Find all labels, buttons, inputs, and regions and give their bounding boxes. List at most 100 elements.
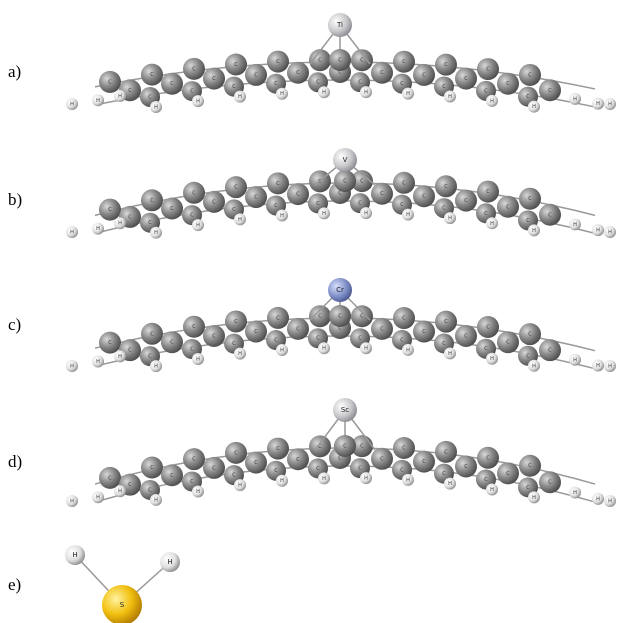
atom-label: H [608, 499, 612, 505]
atom-label: C [343, 444, 347, 450]
atom-label: S [120, 601, 125, 609]
atom-label: C [358, 466, 362, 472]
atom-label: C [192, 66, 196, 72]
atom-label: C [148, 354, 152, 360]
atom-label: C [234, 319, 238, 325]
atom-label: H [280, 213, 284, 219]
atom-label: H [196, 223, 200, 229]
atom-label: H [238, 351, 242, 357]
atom-label: C [150, 198, 154, 204]
atom-label: C [296, 457, 300, 463]
atom-label: C [486, 325, 490, 331]
atom-label: H [364, 346, 368, 352]
atom-label: C [402, 316, 406, 322]
atom-label: Ti [336, 21, 343, 29]
atom-label: C [444, 449, 448, 455]
atom-label: C [444, 62, 448, 68]
atom-label: H [608, 364, 612, 370]
bond [575, 85, 595, 89]
atom-label: C [338, 314, 342, 320]
atom-label: H [573, 490, 577, 496]
atom-label: C [422, 194, 426, 200]
atom-label: H [448, 94, 452, 100]
atom-label: H [573, 222, 577, 228]
atom-label: C [526, 218, 530, 224]
atom-label: H [70, 364, 74, 370]
atom-label: C [170, 340, 174, 346]
atom-label: H [448, 351, 452, 357]
atom-label: H [532, 228, 536, 234]
atom-label: C [526, 94, 530, 100]
atom-label: C [128, 348, 132, 354]
atom-label: C [274, 203, 278, 209]
atom-label: C [254, 329, 258, 335]
atom-label: C [486, 455, 490, 461]
atom-label: H [490, 221, 494, 227]
atom-label: H [167, 558, 172, 566]
atom-label: H [322, 211, 326, 217]
atom-label: C [232, 207, 236, 213]
atom-label: H [322, 476, 326, 482]
atom-label: H [322, 90, 326, 96]
atom-label: C [548, 212, 552, 218]
atom-label: C [316, 80, 320, 86]
atom-label: H [573, 357, 577, 363]
atom-label: C [318, 58, 322, 64]
atom-label: C [170, 206, 174, 212]
atom-label: C [148, 94, 152, 100]
atom-label: H [608, 230, 612, 236]
panel-label: c) [8, 315, 21, 334]
bond [575, 210, 595, 215]
bond [575, 346, 595, 351]
panel-label: d) [8, 452, 22, 471]
atom-label: C [422, 329, 426, 335]
atom-label: H [196, 489, 200, 495]
atom-label: H [118, 354, 122, 360]
atom-label: C [274, 338, 278, 344]
atom-label: C [486, 189, 490, 195]
atom-label: C [274, 81, 278, 87]
atom-label: C [528, 196, 532, 202]
atom-label: H [490, 487, 494, 493]
atom-label: C [402, 180, 406, 186]
atom-label: C [464, 464, 468, 470]
atom-label: H [448, 481, 452, 487]
atom-label: C [108, 475, 112, 481]
atom-label: C [276, 181, 280, 187]
atom-label: H [154, 230, 158, 236]
atom-label: H [532, 495, 536, 501]
atom-label: C [318, 314, 322, 320]
atom-label: C [296, 326, 300, 332]
atom-label: C [358, 336, 362, 342]
atom-label: C [108, 207, 112, 213]
atom-label: C [128, 482, 132, 488]
atom-label: C [212, 76, 216, 82]
atom-label: C [212, 333, 216, 339]
atom-label: C [316, 466, 320, 472]
atom-label: C [128, 88, 132, 94]
atom-label: C [548, 480, 552, 486]
atom-label: C [360, 444, 364, 450]
atom-label: C [274, 468, 278, 474]
panel-label: b) [8, 190, 22, 209]
atom-label: H [280, 91, 284, 97]
atom-label: C [484, 211, 488, 217]
atom-label: C [464, 198, 468, 204]
atom-label: C [400, 337, 404, 343]
atom-label: H [238, 94, 242, 100]
atom-label: C [254, 460, 258, 466]
atom-label: H [280, 478, 284, 484]
atom-label: C [276, 59, 280, 65]
atom-label: H [532, 104, 536, 110]
atom-label: H [406, 347, 410, 353]
atom-label: H [532, 363, 536, 369]
atom-label: Sc [341, 406, 349, 414]
atom-label: C [190, 89, 194, 95]
atom-label: C [484, 346, 488, 352]
atom-label: C [526, 485, 530, 491]
atom-label: H [70, 102, 74, 108]
atom-label: H [154, 497, 158, 503]
atom-label: C [148, 220, 152, 226]
atom-label: C [108, 340, 112, 346]
atom-label: H [70, 499, 74, 505]
